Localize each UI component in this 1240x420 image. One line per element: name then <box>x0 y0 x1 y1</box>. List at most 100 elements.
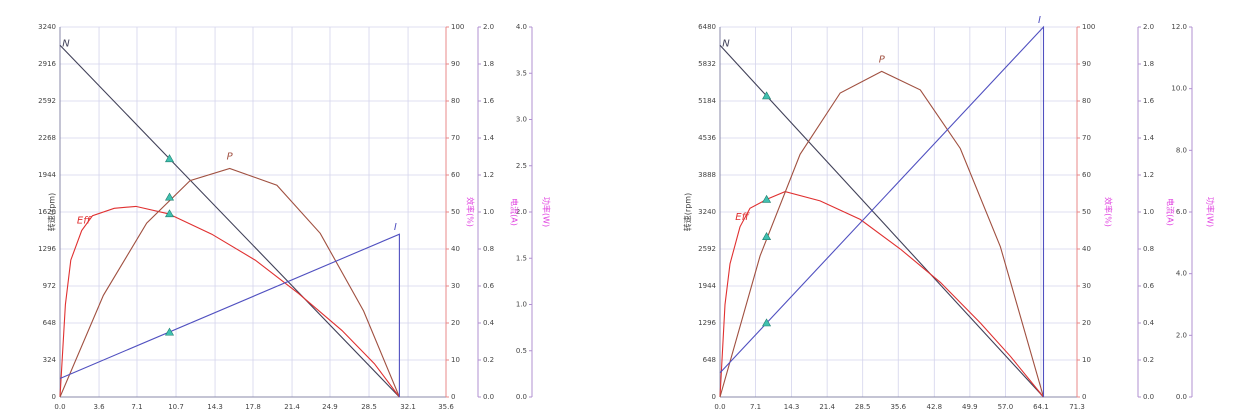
y-tick-label: 4.0 <box>1176 270 1187 278</box>
y-tick-label: 1.2 <box>1143 171 1154 179</box>
y-tick-label: 50 <box>451 208 460 216</box>
series-label: I <box>1038 15 1041 26</box>
x-tick-label: 42.8 <box>927 403 943 411</box>
x-tick-label: 21.4 <box>819 403 835 411</box>
marker <box>164 192 175 201</box>
x-tick-label: 21.4 <box>284 403 300 411</box>
y-tick-label: 60 <box>1082 171 1091 179</box>
y-tick-label: 0.4 <box>1143 319 1155 327</box>
x-tick-label: 28.5 <box>361 403 377 411</box>
series-label: P <box>879 54 886 65</box>
x-tick-label: 10.7 <box>168 403 184 411</box>
series-label: N <box>62 38 70 49</box>
axis-title: 转速(rpm) <box>47 193 57 231</box>
series-line <box>59 205 400 398</box>
y-tick-label: 0.8 <box>483 245 494 253</box>
marker <box>164 327 175 336</box>
y-tick-label: 1.0 <box>1143 208 1154 216</box>
y-tick-label: 972 <box>43 282 56 290</box>
y-tick-label: 30 <box>451 282 460 290</box>
series-label: Eff <box>77 216 92 227</box>
y-tick-label: 2.0 <box>516 208 527 216</box>
y-tick-label: 2.0 <box>483 23 494 31</box>
series-line <box>719 25 1045 397</box>
y-tick-label: 80 <box>451 97 460 105</box>
y-tick-label: 0.2 <box>1143 356 1154 364</box>
y-tick-label: 40 <box>1082 245 1091 253</box>
axis-title: 电流(A) <box>1166 198 1176 226</box>
x-tick-label: 3.6 <box>93 403 105 411</box>
y-tick-label: 1296 <box>38 245 56 253</box>
axis-title: 功率(W) <box>542 197 552 227</box>
y-tick-label: 648 <box>703 356 716 364</box>
series-label: Eff <box>735 212 750 223</box>
y-tick-label: 40 <box>451 245 460 253</box>
y-tick-label: 0.6 <box>1143 282 1155 290</box>
y-tick-label: 3.0 <box>516 116 527 124</box>
y-tick-label: 0.0 <box>516 393 527 401</box>
x-tick-label: 28.5 <box>855 403 871 411</box>
marker <box>762 318 772 327</box>
y-tick-label: 1.4 <box>1143 134 1155 142</box>
x-tick-label: 49.9 <box>962 403 978 411</box>
y-tick-label: 0.8 <box>1143 245 1154 253</box>
marker <box>762 91 772 100</box>
y-tick-label: 0 <box>451 393 455 401</box>
y-tick-label: 1.4 <box>483 134 495 142</box>
y-tick-label: 1944 <box>38 171 56 179</box>
y-tick-label: 0.4 <box>483 319 495 327</box>
y-tick-label: 100 <box>1082 23 1095 31</box>
y-tick-label: 10.0 <box>1171 85 1187 93</box>
axis-title: 效率(%) <box>466 197 476 227</box>
series-label: N <box>722 38 730 49</box>
y-tick-label: 1296 <box>698 319 716 327</box>
y-tick-label: 3240 <box>38 23 56 31</box>
y-tick-label: 0 <box>1082 393 1086 401</box>
y-tick-label: 100 <box>451 23 464 31</box>
y-tick-label: 2.5 <box>516 162 527 170</box>
y-tick-label: 50 <box>1082 208 1091 216</box>
y-tick-label: 10 <box>1082 356 1091 364</box>
y-tick-label: 648 <box>43 319 56 327</box>
y-tick-label: 60 <box>451 171 460 179</box>
y-tick-label: 324 <box>43 356 57 364</box>
x-tick-label: 57.0 <box>998 403 1014 411</box>
axis-title: 效率(%) <box>1104 197 1114 227</box>
x-tick-label: 0.0 <box>714 403 725 411</box>
y-tick-label: 30 <box>1082 282 1091 290</box>
x-tick-label: 17.8 <box>245 403 261 411</box>
x-tick-label: 35.6 <box>890 403 906 411</box>
marker <box>762 194 772 203</box>
y-tick-label: 2.0 <box>1176 331 1187 339</box>
x-tick-label: 35.6 <box>438 403 454 411</box>
y-tick-label: 1620 <box>38 208 56 216</box>
y-tick-label: 1.0 <box>516 301 527 309</box>
y-tick-label: 1.5 <box>516 254 527 262</box>
y-tick-label: 0.0 <box>483 393 494 401</box>
y-tick-label: 0.6 <box>483 282 495 290</box>
x-tick-label: 24.9 <box>322 403 338 411</box>
series-label: P <box>227 152 234 163</box>
y-tick-label: 2592 <box>38 97 56 105</box>
y-tick-label: 4536 <box>698 134 716 142</box>
y-tick-label: 0.2 <box>483 356 494 364</box>
chart: 0.0 3.6 7.1 10.7 14.3 17.8 21.4 24.9 28.5 32.1 35.… <box>38 23 551 411</box>
axis-title: 电流(A) <box>510 198 520 226</box>
y-tick-label: 0.0 <box>1176 393 1187 401</box>
series-line <box>719 191 1044 398</box>
series-line <box>59 233 400 397</box>
y-tick-label: 3888 <box>698 171 716 179</box>
y-tick-label: 2592 <box>698 245 716 253</box>
y-tick-label: 1.6 <box>483 97 495 105</box>
y-tick-label: 3240 <box>698 208 716 216</box>
series-line <box>59 167 400 398</box>
y-tick-label: 0 <box>712 393 716 401</box>
y-tick-label: 1.0 <box>483 208 494 216</box>
axis-title: 转速(rpm) <box>683 193 693 231</box>
y-tick-label: 6.0 <box>1176 208 1187 216</box>
y-tick-label: 10 <box>451 356 460 364</box>
y-tick-label: 20 <box>1082 319 1091 327</box>
chart: 0.0 7.1 14.3 21.4 28.5 35.6 42.8 49.9 57.0 64.1 71… <box>683 15 1216 411</box>
y-tick-label: 6480 <box>698 23 716 31</box>
